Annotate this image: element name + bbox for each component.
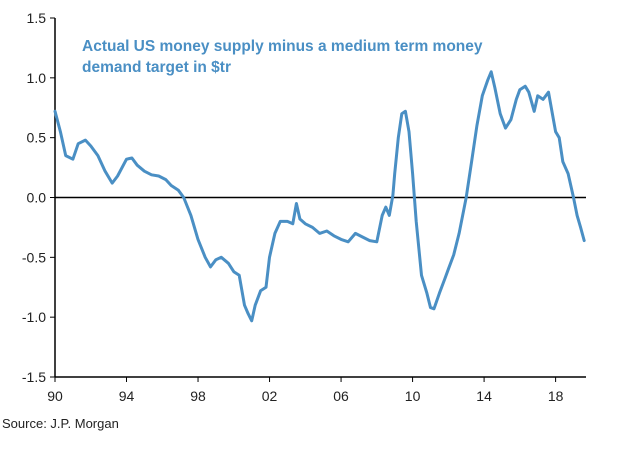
y-tick-label: -0.5 bbox=[22, 249, 46, 265]
y-tick-label: 1.5 bbox=[27, 10, 47, 26]
x-tick-label: 18 bbox=[548, 388, 564, 404]
x-tick-label: 10 bbox=[405, 388, 421, 404]
chart-title-line-1: Actual US money supply minus a medium te… bbox=[82, 38, 483, 55]
x-tick-label: 06 bbox=[333, 388, 349, 404]
y-tick-label: 0.0 bbox=[27, 190, 47, 206]
y-tick-label: -1.5 bbox=[22, 369, 46, 385]
y-axis-ticks: 1.5 1.0 0.5 0.0 -0.5 -1.0 -1.5 bbox=[22, 10, 55, 385]
x-tick-label: 02 bbox=[262, 388, 278, 404]
chart-title-line-2: demand target in $tr bbox=[82, 59, 231, 76]
x-axis-ticks: 90 94 98 02 06 10 14 18 bbox=[47, 377, 564, 404]
y-tick-label: 1.0 bbox=[27, 70, 47, 86]
x-tick-label: 98 bbox=[190, 388, 206, 404]
y-tick-label: 0.5 bbox=[27, 130, 47, 146]
x-tick-label: 14 bbox=[476, 388, 492, 404]
x-tick-label: 90 bbox=[47, 388, 63, 404]
series-line bbox=[53, 70, 586, 323]
x-tick-label: 94 bbox=[119, 388, 135, 404]
y-tick-label: -1.0 bbox=[22, 309, 46, 325]
source-note: Source: J.P. Morgan bbox=[2, 416, 119, 431]
